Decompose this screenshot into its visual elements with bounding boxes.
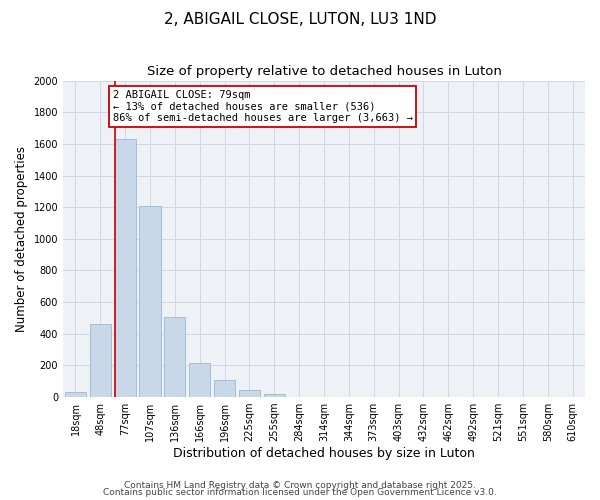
Text: 2 ABIGAIL CLOSE: 79sqm
← 13% of detached houses are smaller (536)
86% of semi-de: 2 ABIGAIL CLOSE: 79sqm ← 13% of detached… <box>113 90 413 124</box>
Bar <box>164 317 185 397</box>
Text: Contains HM Land Registry data © Crown copyright and database right 2025.: Contains HM Land Registry data © Crown c… <box>124 480 476 490</box>
Bar <box>139 206 161 397</box>
Bar <box>239 390 260 397</box>
Bar <box>65 392 86 397</box>
Bar <box>189 363 211 397</box>
Text: Contains public sector information licensed under the Open Government Licence v3: Contains public sector information licen… <box>103 488 497 497</box>
Bar <box>115 139 136 397</box>
Title: Size of property relative to detached houses in Luton: Size of property relative to detached ho… <box>146 65 502 78</box>
Bar <box>214 380 235 397</box>
Y-axis label: Number of detached properties: Number of detached properties <box>15 146 28 332</box>
X-axis label: Distribution of detached houses by size in Luton: Distribution of detached houses by size … <box>173 447 475 460</box>
Bar <box>90 324 111 397</box>
Text: 2, ABIGAIL CLOSE, LUTON, LU3 1ND: 2, ABIGAIL CLOSE, LUTON, LU3 1ND <box>164 12 436 28</box>
Bar <box>264 394 285 397</box>
